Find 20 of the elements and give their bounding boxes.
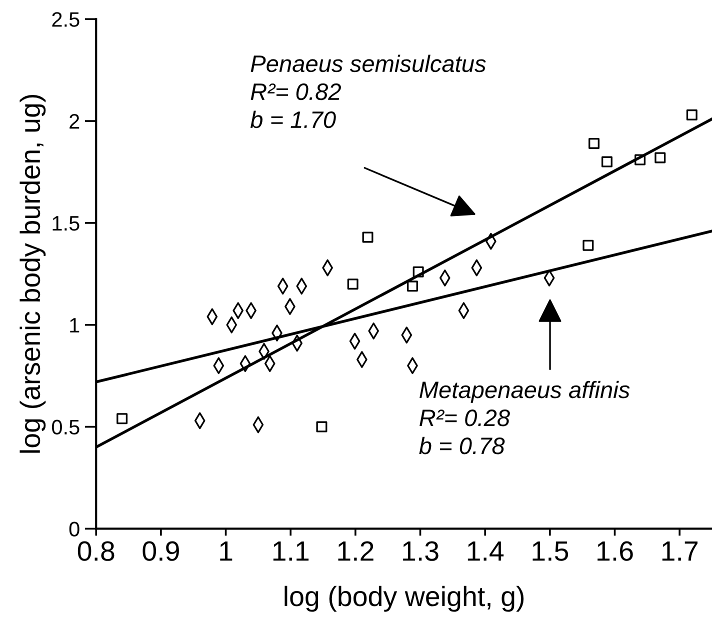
annotation: Metapenaeus affinis R²= 0.28 b = 0.78 — [419, 380, 630, 454]
x-tick-label: 1.3 — [403, 541, 438, 561]
x-axis-title: log (body weight, g) — [284, 586, 524, 612]
x-tick-label: 1.1 — [273, 542, 309, 561]
x-tick-label: 1.5 — [532, 542, 568, 561]
x-tick-label: 1 — [220, 542, 232, 561]
y-tick-label: 2 — [70, 114, 80, 129]
x-tick-label: 1.4 — [468, 542, 504, 561]
y-tick-label: 0 — [69, 522, 80, 536]
x-tick-label: 1.2 — [338, 541, 374, 561]
y-tick-label: 0.5 — [52, 420, 80, 435]
y-tick-label: 2.5 — [52, 12, 80, 27]
x-tick-label: 0.8 — [78, 541, 114, 561]
x-tick-label: 1.7 — [662, 542, 698, 561]
y-axis-title: log (arsenic body burden, ug) — [20, 94, 46, 453]
y-tick-label: 1.5 — [52, 216, 80, 231]
x-tick-label: 1.6 — [598, 541, 633, 561]
y-tick-label: 1 — [70, 318, 80, 332]
annotation: Penaeus semisulcatus R²= 0.82 b = 1.70 — [250, 54, 486, 128]
x-tick-label: 0.9 — [142, 541, 179, 561]
